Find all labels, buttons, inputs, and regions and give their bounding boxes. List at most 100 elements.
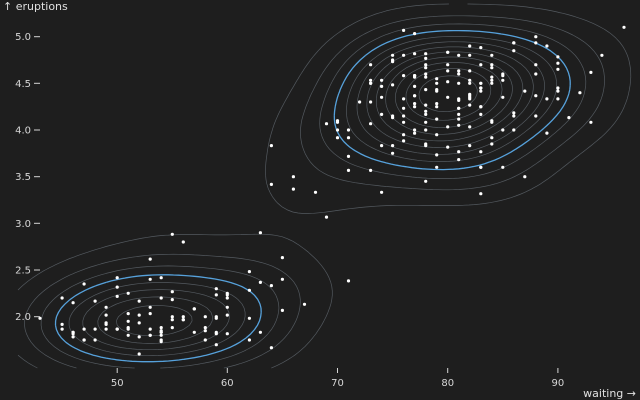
- data-point: [148, 277, 152, 281]
- data-point: [402, 133, 406, 137]
- data-point: [457, 117, 461, 121]
- contour-line-5: [68, 36, 558, 357]
- data-point: [523, 175, 527, 179]
- data-point: [457, 53, 461, 57]
- data-point: [545, 44, 549, 48]
- data-point: [413, 102, 417, 106]
- data-point: [490, 142, 494, 146]
- data-point: [104, 327, 108, 331]
- data-point: [413, 52, 417, 56]
- data-point: [269, 346, 273, 350]
- data-point: [490, 53, 494, 57]
- data-point: [479, 112, 483, 116]
- y-axis: 2.0 2.5 3.0 3.5 4.0 4.5 5.0: [15, 32, 40, 323]
- x-tick-label: 80: [441, 378, 454, 389]
- data-point: [457, 69, 461, 73]
- data-point: [402, 28, 406, 32]
- data-point: [93, 327, 97, 331]
- data-point: [600, 53, 604, 57]
- y-tick-label: 2.0: [15, 312, 31, 323]
- data-point: [203, 315, 207, 319]
- data-point: [424, 52, 428, 56]
- data-point: [170, 290, 174, 294]
- data-point: [435, 165, 439, 169]
- data-point: [71, 301, 75, 305]
- data-point: [280, 256, 284, 260]
- data-point: [203, 329, 207, 333]
- data-point: [346, 168, 351, 172]
- contour-line-6: [82, 41, 545, 351]
- data-point: [512, 41, 516, 45]
- data-point: [578, 91, 582, 95]
- x-axis-label: waiting →: [583, 387, 636, 400]
- data-point: [225, 305, 229, 309]
- data-point: [137, 321, 141, 325]
- data-point: [446, 63, 450, 67]
- data-point: [402, 97, 406, 101]
- data-point: [380, 95, 384, 99]
- data-point: [269, 284, 273, 288]
- data-point: [457, 158, 461, 162]
- data-point: [468, 53, 472, 57]
- data-point: [203, 338, 207, 342]
- data-point: [137, 335, 141, 339]
- contour-line-1: [17, 3, 632, 369]
- data-point: [214, 293, 218, 297]
- data-point: [71, 335, 75, 339]
- data-point: [335, 136, 340, 140]
- data-point: [457, 150, 461, 154]
- data-point: [589, 120, 593, 124]
- data-point: [468, 144, 472, 148]
- data-point: [556, 89, 560, 93]
- data-point: [126, 319, 130, 323]
- data-point: [424, 144, 428, 148]
- data-point: [490, 119, 494, 123]
- data-point: [479, 150, 483, 154]
- data-point: [380, 144, 384, 148]
- data-point: [534, 63, 538, 67]
- data-point: [104, 321, 108, 325]
- data-point: [115, 294, 119, 298]
- data-point: [258, 330, 262, 334]
- data-point: [424, 120, 428, 124]
- data-point: [435, 89, 439, 93]
- data-point: [181, 318, 185, 322]
- data-point: [380, 84, 384, 88]
- data-point: [335, 128, 340, 132]
- y-tick-label: 3.5: [15, 172, 31, 183]
- data-point: [402, 53, 406, 57]
- data-point: [435, 81, 439, 85]
- data-points: [38, 25, 626, 356]
- data-point: [280, 277, 284, 281]
- data-point: [225, 291, 229, 295]
- data-point: [170, 298, 174, 302]
- data-point: [413, 84, 417, 88]
- data-point: [457, 72, 461, 76]
- data-point: [446, 50, 450, 54]
- data-point: [567, 116, 571, 120]
- data-point: [479, 192, 483, 196]
- data-point: [269, 144, 273, 148]
- data-point: [534, 114, 538, 118]
- x-tick-label: 60: [221, 378, 234, 389]
- data-point: [402, 139, 406, 143]
- data-point: [159, 329, 163, 333]
- data-point: [424, 109, 428, 113]
- data-point: [501, 165, 505, 169]
- data-point: [435, 153, 439, 157]
- data-point: [435, 105, 439, 109]
- data-point: [258, 280, 262, 284]
- data-point: [82, 282, 86, 286]
- data-point: [324, 122, 329, 126]
- data-point: [380, 112, 384, 116]
- data-point: [468, 94, 472, 98]
- data-point: [126, 312, 130, 316]
- data-point: [225, 332, 229, 336]
- data-point: [115, 276, 119, 280]
- data-point: [391, 144, 395, 148]
- data-point: [126, 291, 130, 295]
- data-point: [457, 106, 461, 110]
- data-point: [358, 100, 362, 104]
- data-point: [170, 232, 174, 236]
